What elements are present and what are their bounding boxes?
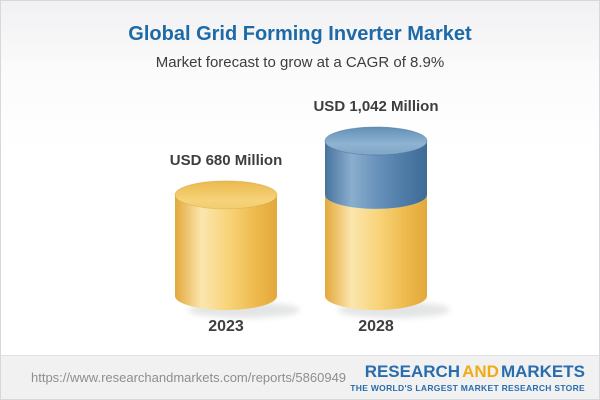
logo-tagline: THE WORLD'S LARGEST MARKET RESEARCH STOR…: [350, 382, 585, 393]
logo-word-and: AND: [462, 361, 499, 381]
value-label-2023: USD 680 Million: [169, 151, 283, 169]
bar-cap-2028: [324, 126, 428, 156]
bar-cap-2023: [174, 180, 278, 210]
report-url: https://www.researchandmarkets.com/repor…: [31, 370, 347, 385]
bar-segment-2028-growth: [325, 141, 427, 209]
logo-word-research: RESEARCH: [364, 361, 461, 381]
logo-word-markets: MARKETS: [500, 361, 585, 381]
bar-segment-2028-base: [325, 194, 427, 310]
bar-segment-2023-base: [175, 194, 277, 310]
footer-bar: https://www.researchandmarkets.com/repor…: [1, 355, 599, 399]
page-title: Global Grid Forming Inverter Market: [128, 23, 472, 45]
value-label-2028: USD 1,042 Million: [313, 98, 439, 115]
logo-wordmark: RESEARCH AND MARKETS: [350, 363, 585, 380]
axis-label-2023: 2023: [208, 318, 244, 335]
page-subtitle: Market forecast to grow at a CAGR of 8.9…: [155, 54, 445, 71]
axis-label-2028: 2028: [358, 318, 394, 335]
research-and-markets-logo: RESEARCH AND MARKETS THE WORLD'S LARGEST M…: [350, 363, 585, 393]
